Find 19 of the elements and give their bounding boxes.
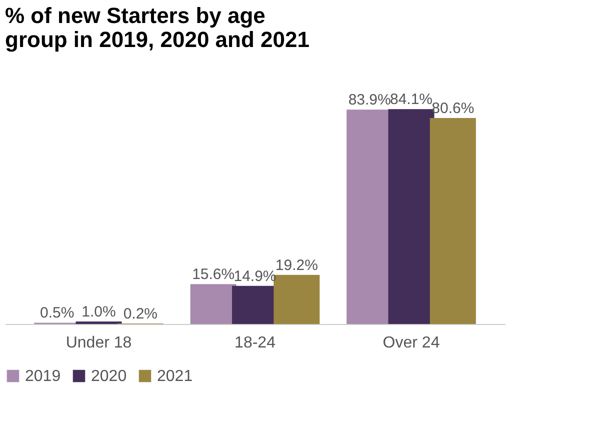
x-tick-label: 18-24 (234, 334, 276, 352)
data-label: 19.2% (275, 256, 318, 274)
legend-label: 2019 (25, 368, 61, 385)
data-label: 15.6% (192, 266, 235, 284)
data-label: 80.6% (432, 100, 474, 118)
data-label: 14.9% (234, 268, 276, 285)
data-label: 0.2% (123, 305, 158, 322)
x-tick-label: Over 24 (382, 334, 440, 352)
bar (190, 284, 236, 324)
bar (430, 118, 476, 324)
legend-label: 2020 (91, 368, 127, 385)
bar (76, 321, 122, 324)
data-label: 0.5% (40, 304, 74, 322)
legend-label: 2021 (157, 368, 193, 385)
chart-title: % of new Starters by age group in 2019, 2020 and 2021 (5, 3, 310, 52)
x-tick-label: Under 18 (66, 334, 132, 352)
data-label: 1.0% (82, 303, 116, 320)
data-label: 83.9% (348, 92, 391, 109)
data-label: 84.1% (390, 91, 433, 108)
